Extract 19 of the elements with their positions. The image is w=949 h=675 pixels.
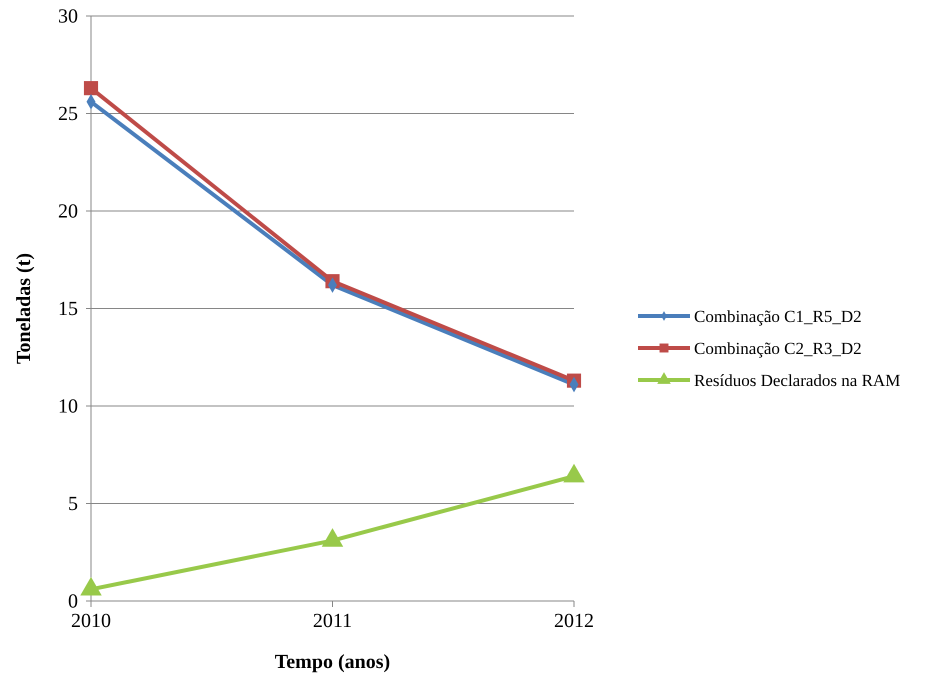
- y-tick-label: 30: [58, 5, 78, 28]
- point: [563, 464, 585, 482]
- x-tick-label: 2010: [71, 610, 111, 632]
- y-tick-label: 10: [58, 395, 78, 418]
- legend-label: Combinação C2_R3_D2: [694, 339, 862, 358]
- x-axis-title: Tempo (anos): [274, 651, 390, 673]
- y-axis-title: Toneladas (t): [13, 253, 35, 364]
- y-tick-label: 25: [58, 102, 78, 125]
- point: [80, 576, 102, 596]
- legend-label: Resíduos Declarados na RAM: [694, 371, 900, 390]
- legend-label: Combinação C1_R5_D2: [694, 307, 862, 326]
- x-tick-label: 2011: [312, 610, 352, 632]
- y-tick-label: 5: [68, 492, 78, 515]
- y-tick-label: 15: [58, 298, 78, 320]
- y-tick-label: 0: [68, 590, 78, 612]
- point: [322, 528, 344, 547]
- x-tick-label: 2012: [554, 610, 594, 632]
- y-tick-label: 20: [58, 200, 78, 222]
- point: [84, 81, 98, 96]
